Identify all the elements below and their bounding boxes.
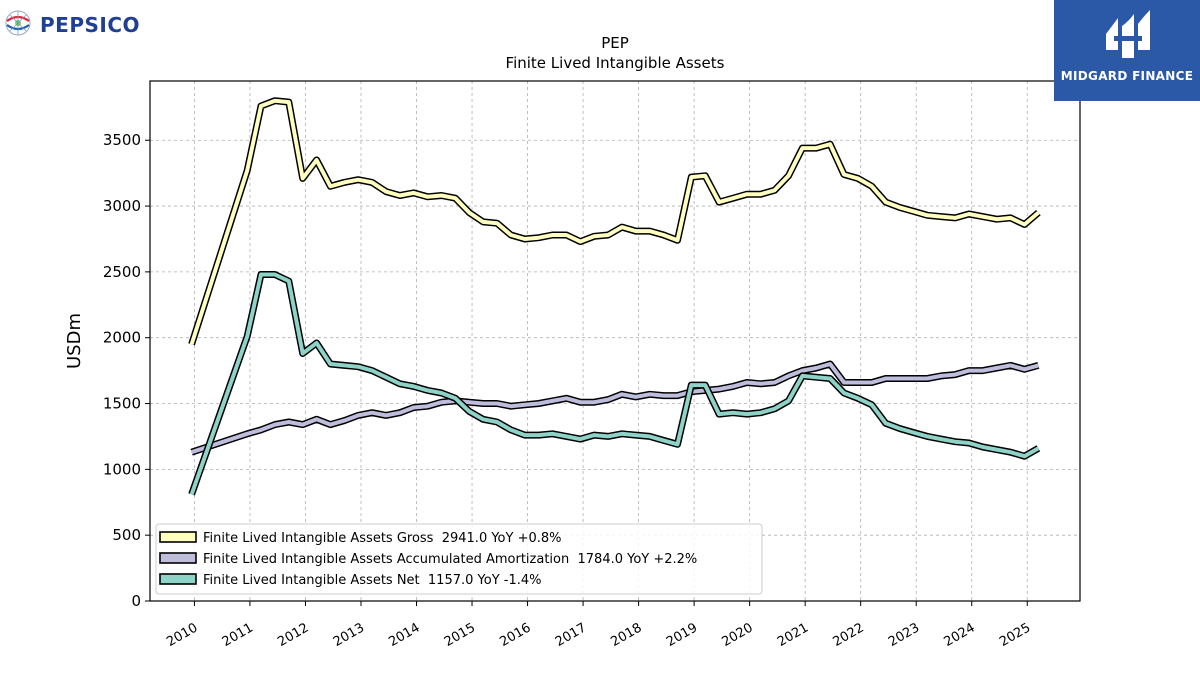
publisher-logo-text: MIDGARD FINANCE [1060,69,1194,83]
chart-series [188,97,1041,496]
y-tick-label: 3500 [103,131,141,149]
series-line-0 [189,98,1040,345]
y-tick-label: 1000 [103,460,141,478]
legend-swatch [159,531,197,543]
series-outline-2 [188,271,1041,496]
legend-label: Finite Lived Intangible Assets Gross 294… [203,531,562,546]
y-tick-label: 0 [131,592,141,610]
y-tick-label: 2000 [103,329,141,347]
legend: Finite Lived Intangible Assets Gross 294… [155,523,763,595]
x-tick-label: 2015 [442,620,478,650]
x-tick-label: 2021 [775,620,811,650]
legend-label: Finite Lived Intangible Assets Accumulat… [203,552,697,567]
publisher-logo: MIDGARD FINANCE [1054,0,1200,101]
legend-swatch [159,552,197,564]
globe-icon [5,10,31,36]
legend-box [155,523,763,595]
x-tick-label: 2022 [831,620,867,650]
series-line-1 [190,362,1039,455]
legend-swatch [159,573,197,585]
x-tick-label: 2010 [164,620,200,650]
company-logo: PEPSICO [4,6,140,40]
plot-frame [149,80,1081,602]
series-line-2 [189,272,1040,496]
y-tick-label: 1500 [103,395,141,413]
legend-label: Finite Lived Intangible Assets Net 1157.… [203,573,542,588]
x-tick-label: 2025 [997,620,1033,650]
y-tick-label: 500 [112,526,141,544]
chart-subtitle: Finite Lived Intangible Assets [506,54,725,72]
publisher-mark-icon [1106,10,1150,58]
x-tick-label: 2012 [275,620,311,650]
x-tick-label: 2011 [220,620,256,650]
series-outline-0 [188,97,1041,346]
y-tick-label: 2500 [103,263,141,281]
y-axis-label: USDm [64,313,85,369]
y-tick-label: 3000 [103,197,141,215]
x-tick-label: 2017 [553,620,589,650]
chart-grid [150,81,1080,602]
x-tick-label: 2014 [386,620,422,650]
x-tick-label: 2018 [608,620,644,650]
x-tick-label: 2013 [331,620,367,650]
company-logo-text: PEPSICO [40,13,141,37]
x-tick-label: 2024 [942,620,978,650]
x-tick-label: 2020 [719,620,755,650]
x-tick-label: 2023 [886,620,922,650]
x-tick-label: 2016 [497,620,533,650]
x-tick-label: 2019 [664,620,700,650]
chart-title: PEP [601,34,629,52]
